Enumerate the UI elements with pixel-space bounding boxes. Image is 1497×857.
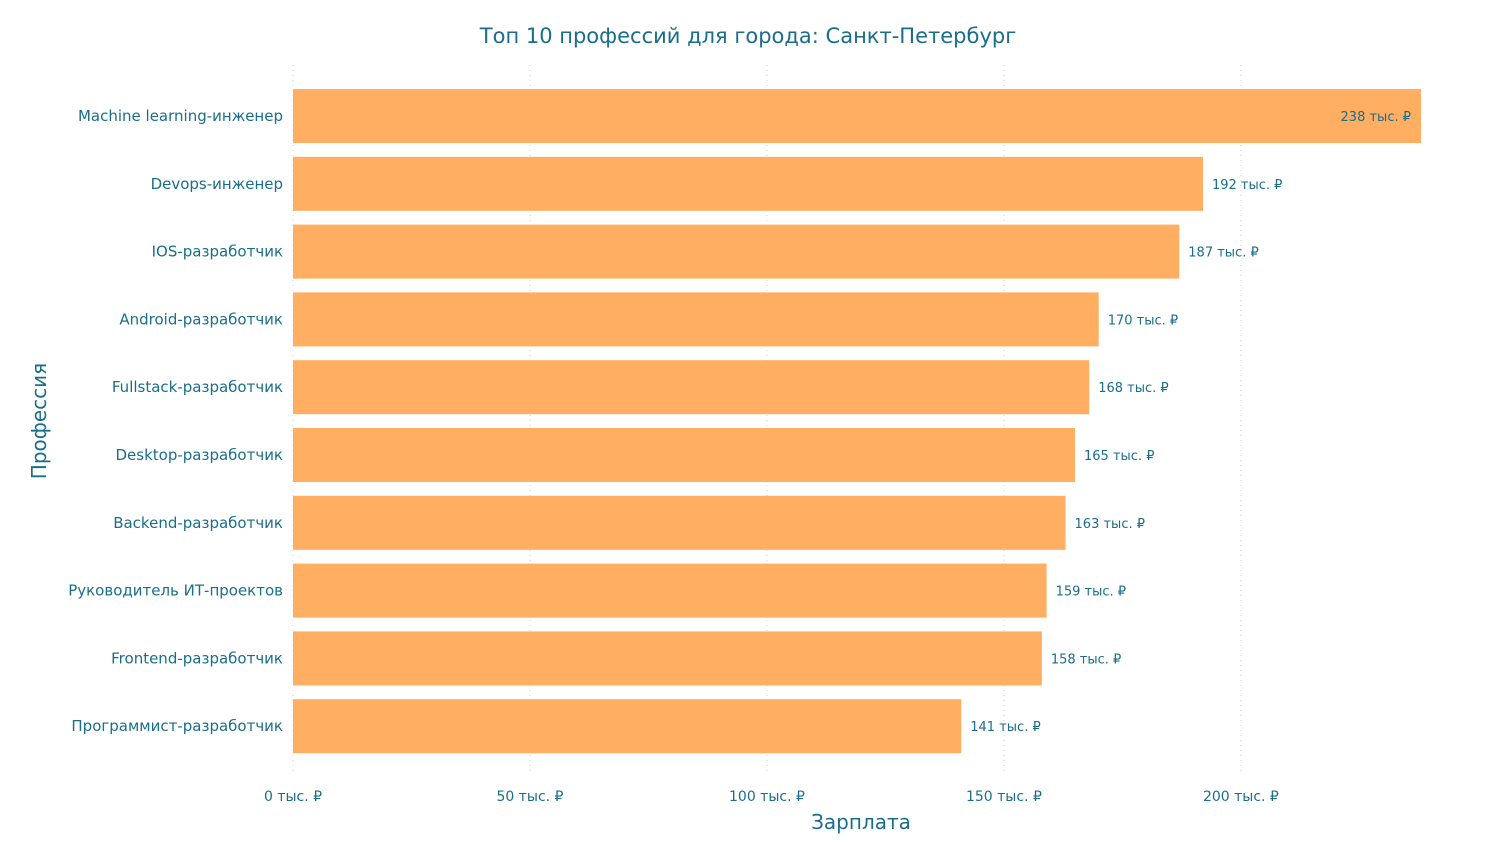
category-label: Frontend-разработчик [111, 649, 283, 667]
category-label: Руководитель ИТ-проектов [68, 582, 283, 600]
bar [293, 428, 1076, 482]
bar [293, 631, 1042, 686]
y-axis-title: Профессия [27, 363, 51, 479]
data-label: 170 тыс. ₽ [1108, 313, 1178, 328]
bar [293, 292, 1099, 347]
data-label: 168 тыс. ₽ [1098, 381, 1168, 396]
category-label: IOS-разработчик [152, 243, 283, 261]
bar [293, 89, 1421, 143]
bar [293, 699, 962, 754]
category-label: Программист-разработчик [71, 717, 283, 735]
x-tick-label: 200 тыс. ₽ [1203, 789, 1279, 805]
bar-layer [293, 89, 1421, 754]
bar [293, 495, 1066, 550]
data-label: 238 тыс. ₽ [1341, 110, 1411, 125]
data-label: 187 тыс. ₽ [1188, 246, 1258, 261]
data-label: 141 тыс. ₽ [970, 720, 1040, 735]
x-tick-label: 100 тыс. ₽ [729, 789, 805, 805]
category-label: Android-разработчик [119, 310, 283, 328]
category-label: Fullstack-разработчик [112, 378, 283, 396]
bar [293, 224, 1180, 279]
data-label: 158 тыс. ₽ [1051, 652, 1121, 667]
category-label: Devops-инженер [151, 175, 283, 193]
category-label: Machine learning-инженер [78, 107, 283, 125]
x-axis-title: Зарплата [811, 810, 911, 834]
data-label: 159 тыс. ₽ [1056, 585, 1126, 600]
x-tick-label: 0 тыс. ₽ [264, 789, 322, 805]
category-label: Desktop-разработчик [115, 446, 283, 464]
chart-title: Топ 10 профессий для города: Санкт-Петер… [479, 24, 1016, 48]
data-label: 165 тыс. ₽ [1084, 449, 1154, 464]
data-label: 163 тыс. ₽ [1075, 517, 1145, 532]
x-tick-label: 150 тыс. ₽ [966, 789, 1042, 805]
bar [293, 563, 1047, 618]
label-layer: 0 тыс. ₽ 50 тыс. ₽ 100 тыс. ₽ 150 тыс. ₽ 200… [68, 107, 1411, 805]
data-label: 192 тыс. ₽ [1212, 178, 1282, 193]
x-tick-label: 50 тыс. ₽ [496, 789, 563, 805]
bar [293, 360, 1090, 415]
bar [293, 156, 1203, 211]
category-label: Backend-разработчик [113, 514, 283, 532]
